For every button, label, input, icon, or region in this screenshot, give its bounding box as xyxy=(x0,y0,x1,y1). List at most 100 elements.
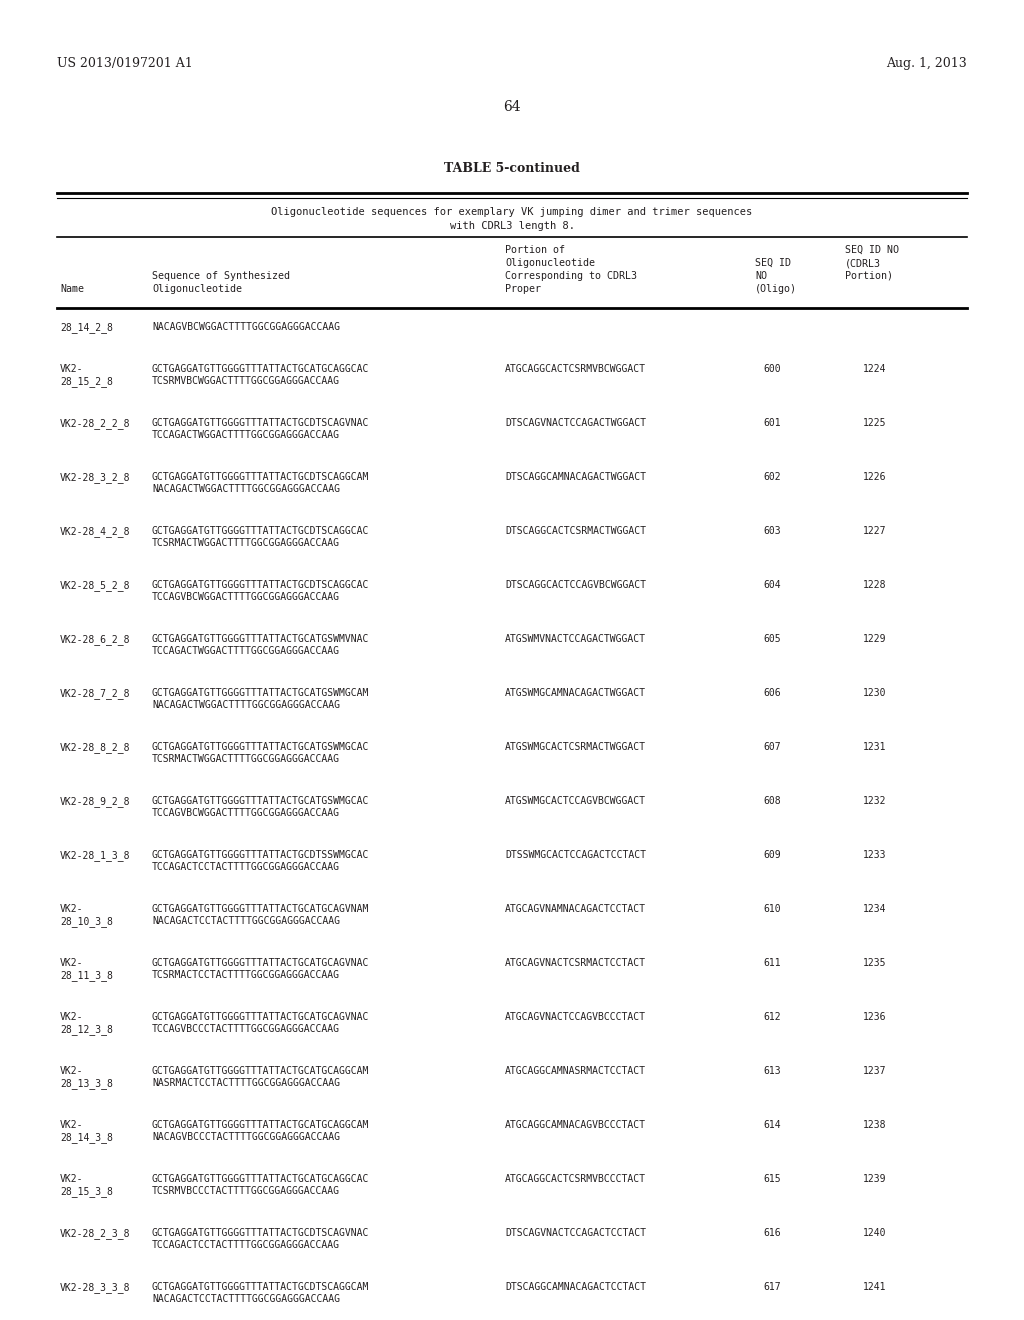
Text: 1229: 1229 xyxy=(863,634,887,644)
Text: 1236: 1236 xyxy=(863,1012,887,1022)
Text: VK2-: VK2- xyxy=(60,904,84,913)
Text: 28_14_3_8: 28_14_3_8 xyxy=(60,1133,113,1143)
Text: Oligonucleotide sequences for exemplary VK jumping dimer and trimer sequences: Oligonucleotide sequences for exemplary … xyxy=(271,207,753,216)
Text: 609: 609 xyxy=(763,850,780,861)
Text: SEQ ID NO: SEQ ID NO xyxy=(845,246,899,255)
Text: DTSCAGVNACTCCAGACTWGGACT: DTSCAGVNACTCCAGACTWGGACT xyxy=(505,418,646,428)
Text: VK2-28_2_2_8: VK2-28_2_2_8 xyxy=(60,418,130,429)
Text: 28_15_2_8: 28_15_2_8 xyxy=(60,376,113,387)
Text: VK2-28_3_3_8: VK2-28_3_3_8 xyxy=(60,1282,130,1292)
Text: VK2-28_3_2_8: VK2-28_3_2_8 xyxy=(60,473,130,483)
Text: 603: 603 xyxy=(763,525,780,536)
Text: 604: 604 xyxy=(763,579,780,590)
Text: ATGSWMGCAMNACAGACTWGGACT: ATGSWMGCAMNACAGACTWGGACT xyxy=(505,688,646,698)
Text: GCTGAGGATGTTGGGGTTTATTACTGCATGCAGVNAC: GCTGAGGATGTTGGGGTTTATTACTGCATGCAGVNAC xyxy=(152,1012,370,1022)
Text: US 2013/0197201 A1: US 2013/0197201 A1 xyxy=(57,57,193,70)
Text: DTSCAGGCAMNACAGACTCCTACT: DTSCAGGCAMNACAGACTCCTACT xyxy=(505,1282,646,1292)
Text: 1230: 1230 xyxy=(863,688,887,698)
Text: 605: 605 xyxy=(763,634,780,644)
Text: GCTGAGGATGTTGGGGTTTATTACTGCATGCAGGCAM: GCTGAGGATGTTGGGGTTTATTACTGCATGCAGGCAM xyxy=(152,1119,370,1130)
Text: DTSCAGGCAMNACAGACTWGGACT: DTSCAGGCAMNACAGACTWGGACT xyxy=(505,473,646,482)
Text: NACAGACTCCTACTTTTGGCGGAGGGACCAAG: NACAGACTCCTACTTTTGGCGGAGGGACCAAG xyxy=(152,1294,340,1304)
Text: TCSRMACTWGGACTTTTGGCGGAGGGACCAAG: TCSRMACTWGGACTTTTGGCGGAGGGACCAAG xyxy=(152,539,340,548)
Text: Name: Name xyxy=(60,284,84,294)
Text: NACAGVBCCCTACTTTTGGCGGAGGGACCAAG: NACAGVBCCCTACTTTTGGCGGAGGGACCAAG xyxy=(152,1133,340,1142)
Text: TCCAGVBCCCTACTTTTGGCGGAGGGACCAAG: TCCAGVBCCCTACTTTTGGCGGAGGGACCAAG xyxy=(152,1024,340,1034)
Text: GCTGAGGATGTTGGGGTTTATTACTGCATGCAGGCAC: GCTGAGGATGTTGGGGTTTATTACTGCATGCAGGCAC xyxy=(152,364,370,374)
Text: 28_11_3_8: 28_11_3_8 xyxy=(60,970,113,981)
Text: VK2-28_9_2_8: VK2-28_9_2_8 xyxy=(60,796,130,807)
Text: DTSSWMGCACTCCAGACTCCTACT: DTSSWMGCACTCCAGACTCCTACT xyxy=(505,850,646,861)
Text: ATGCAGGCACTCSRMVBCWGGACT: ATGCAGGCACTCSRMVBCWGGACT xyxy=(505,364,646,374)
Text: TCCAGACTCCTACTTTTGGCGGAGGGACCAAG: TCCAGACTCCTACTTTTGGCGGAGGGACCAAG xyxy=(152,1239,340,1250)
Text: VK2-28_8_2_8: VK2-28_8_2_8 xyxy=(60,742,130,752)
Text: Corresponding to CDRL3: Corresponding to CDRL3 xyxy=(505,271,637,281)
Text: NACAGACTWGGACTTTTGGCGGAGGGACCAAG: NACAGACTWGGACTTTTGGCGGAGGGACCAAG xyxy=(152,484,340,494)
Text: 1235: 1235 xyxy=(863,958,887,968)
Text: VK2-28_1_3_8: VK2-28_1_3_8 xyxy=(60,850,130,861)
Text: DTSCAGGCACTCCAGVBCWGGACT: DTSCAGGCACTCCAGVBCWGGACT xyxy=(505,579,646,590)
Text: GCTGAGGATGTTGGGGTTTATTACTGCATGCAGVNAM: GCTGAGGATGTTGGGGTTTATTACTGCATGCAGVNAM xyxy=(152,904,370,913)
Text: 1238: 1238 xyxy=(863,1119,887,1130)
Text: (Oligo): (Oligo) xyxy=(755,284,797,294)
Text: GCTGAGGATGTTGGGGTTTATTACTGCATGSWMGCAC: GCTGAGGATGTTGGGGTTTATTACTGCATGSWMGCAC xyxy=(152,742,370,752)
Text: 64: 64 xyxy=(503,100,521,114)
Text: Sequence of Synthesized: Sequence of Synthesized xyxy=(152,271,290,281)
Text: DTSCAGVNACTCCAGACTCCTACT: DTSCAGVNACTCCAGACTCCTACT xyxy=(505,1228,646,1238)
Text: GCTGAGGATGTTGGGGTTTATTACTGCATGSWMVNAC: GCTGAGGATGTTGGGGTTTATTACTGCATGSWMVNAC xyxy=(152,634,370,644)
Text: 616: 616 xyxy=(763,1228,780,1238)
Text: 28_12_3_8: 28_12_3_8 xyxy=(60,1024,113,1035)
Text: TCCAGVBCWGGACTTTTGGCGGAGGGACCAAG: TCCAGVBCWGGACTTTTGGCGGAGGGACCAAG xyxy=(152,808,340,818)
Text: VK2-28_2_3_8: VK2-28_2_3_8 xyxy=(60,1228,130,1239)
Text: GCTGAGGATGTTGGGGTTTATTACTGCDTSCAGGCAC: GCTGAGGATGTTGGGGTTTATTACTGCDTSCAGGCAC xyxy=(152,579,370,590)
Text: GCTGAGGATGTTGGGGTTTATTACTGCATGCAGVNAC: GCTGAGGATGTTGGGGTTTATTACTGCATGCAGVNAC xyxy=(152,958,370,968)
Text: GCTGAGGATGTTGGGGTTTATTACTGCDTSCAGGCAM: GCTGAGGATGTTGGGGTTTATTACTGCDTSCAGGCAM xyxy=(152,1282,370,1292)
Text: GCTGAGGATGTTGGGGTTTATTACTGCDTSSWMGCAC: GCTGAGGATGTTGGGGTTTATTACTGCDTSSWMGCAC xyxy=(152,850,370,861)
Text: TCCAGACTCCTACTTTTGGCGGAGGGACCAAG: TCCAGACTCCTACTTTTGGCGGAGGGACCAAG xyxy=(152,862,340,873)
Text: GCTGAGGATGTTGGGGTTTATTACTGCDTSCAGGCAM: GCTGAGGATGTTGGGGTTTATTACTGCDTSCAGGCAM xyxy=(152,473,370,482)
Text: 1240: 1240 xyxy=(863,1228,887,1238)
Text: GCTGAGGATGTTGGGGTTTATTACTGCATGSWMGCAC: GCTGAGGATGTTGGGGTTTATTACTGCATGSWMGCAC xyxy=(152,796,370,807)
Text: 1231: 1231 xyxy=(863,742,887,752)
Text: SEQ ID: SEQ ID xyxy=(755,257,791,268)
Text: 602: 602 xyxy=(763,473,780,482)
Text: TCSRMACTWGGACTTTTGGCGGAGGGACCAAG: TCSRMACTWGGACTTTTGGCGGAGGGACCAAG xyxy=(152,754,340,764)
Text: GCTGAGGATGTTGGGGTTTATTACTGCATGSWMGCAM: GCTGAGGATGTTGGGGTTTATTACTGCATGSWMGCAM xyxy=(152,688,370,698)
Text: ATGCAGVNAMNACAGACTCCTACT: ATGCAGVNAMNACAGACTCCTACT xyxy=(505,904,646,913)
Text: 608: 608 xyxy=(763,796,780,807)
Text: 600: 600 xyxy=(763,364,780,374)
Text: GCTGAGGATGTTGGGGTTTATTACTGCDTSCAGVNAC: GCTGAGGATGTTGGGGTTTATTACTGCDTSCAGVNAC xyxy=(152,1228,370,1238)
Text: NO: NO xyxy=(755,271,767,281)
Text: ATGCAGGCACTCSRMVBCCCTACT: ATGCAGGCACTCSRMVBCCCTACT xyxy=(505,1173,646,1184)
Text: GCTGAGGATGTTGGGGTTTATTACTGCATGCAGGCAM: GCTGAGGATGTTGGGGTTTATTACTGCATGCAGGCAM xyxy=(152,1067,370,1076)
Text: 601: 601 xyxy=(763,418,780,428)
Text: 607: 607 xyxy=(763,742,780,752)
Text: 1232: 1232 xyxy=(863,796,887,807)
Text: GCTGAGGATGTTGGGGTTTATTACTGCDTSCAGVNAC: GCTGAGGATGTTGGGGTTTATTACTGCDTSCAGVNAC xyxy=(152,418,370,428)
Text: with CDRL3 length 8.: with CDRL3 length 8. xyxy=(450,220,574,231)
Text: NASRMACTCCTACTTTTGGCGGAGGGACCAAG: NASRMACTCCTACTTTTGGCGGAGGGACCAAG xyxy=(152,1078,340,1088)
Text: ATGSWMGCACTCSRMACTWGGACT: ATGSWMGCACTCSRMACTWGGACT xyxy=(505,742,646,752)
Text: Oligonucleotide: Oligonucleotide xyxy=(505,257,595,268)
Text: 1224: 1224 xyxy=(863,364,887,374)
Text: TCSRMVBCWGGACTTTTGGCGGAGGGACCAAG: TCSRMVBCWGGACTTTTGGCGGAGGGACCAAG xyxy=(152,376,340,385)
Text: VK2-28_5_2_8: VK2-28_5_2_8 xyxy=(60,579,130,591)
Text: ATGSWMGCACTCCAGVBCWGGACT: ATGSWMGCACTCCAGVBCWGGACT xyxy=(505,796,646,807)
Text: ATGCAGGCAMNASRMACTCCTACT: ATGCAGGCAMNASRMACTCCTACT xyxy=(505,1067,646,1076)
Text: 617: 617 xyxy=(763,1282,780,1292)
Text: 1241: 1241 xyxy=(863,1282,887,1292)
Text: 28_15_3_8: 28_15_3_8 xyxy=(60,1185,113,1197)
Text: 28_13_3_8: 28_13_3_8 xyxy=(60,1078,113,1089)
Text: 1226: 1226 xyxy=(863,473,887,482)
Text: 28_14_2_8: 28_14_2_8 xyxy=(60,322,113,333)
Text: DTSCAGGCACTCSRMACTWGGACT: DTSCAGGCACTCSRMACTWGGACT xyxy=(505,525,646,536)
Text: ATGSWMVNACTCCAGACTWGGACT: ATGSWMVNACTCCAGACTWGGACT xyxy=(505,634,646,644)
Text: TCSRMVBCCCTACTTTTGGCGGAGGGACCAAG: TCSRMVBCCCTACTTTTGGCGGAGGGACCAAG xyxy=(152,1185,340,1196)
Text: TCCAGACTWGGACTTTTGGCGGAGGGACCAAG: TCCAGACTWGGACTTTTGGCGGAGGGACCAAG xyxy=(152,430,340,440)
Text: 1237: 1237 xyxy=(863,1067,887,1076)
Text: VK2-: VK2- xyxy=(60,958,84,968)
Text: VK2-: VK2- xyxy=(60,364,84,374)
Text: 614: 614 xyxy=(763,1119,780,1130)
Text: NACAGVBCWGGACTTTTGGCGGAGGGACCAAG: NACAGVBCWGGACTTTTGGCGGAGGGACCAAG xyxy=(152,322,340,333)
Text: ATGCAGVNACTCCAGVBCCCTACT: ATGCAGVNACTCCAGVBCCCTACT xyxy=(505,1012,646,1022)
